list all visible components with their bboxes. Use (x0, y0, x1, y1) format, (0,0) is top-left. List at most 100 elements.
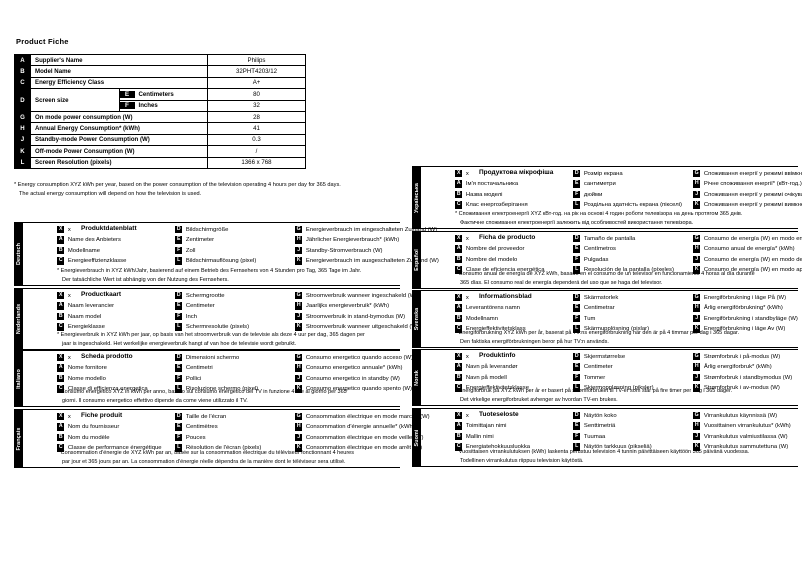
entry-label: Consumo energetico quando spento (W) (305, 386, 412, 392)
entry-letter-badge: B (455, 314, 463, 323)
language-heading: Продуктова мікрофіша (479, 169, 554, 176)
entry-letter-badge: C (455, 384, 463, 392)
entry-letter-badge: K (295, 385, 303, 393)
entry-label: Nome fornitore (67, 365, 107, 371)
fiche-entry: C Клас енергозберігання (455, 200, 528, 211)
entry-label: Розмір екрана (583, 170, 623, 177)
entry-label: Pulgadas (583, 256, 609, 263)
entry-letter-badge: E (175, 302, 183, 310)
entry-letter-badge: J (693, 432, 701, 441)
entry-label: дюйми (583, 191, 603, 198)
fiche-entry: L Resolución de la pantalla (píxeles) (573, 265, 674, 276)
entry-letter-badge: C (455, 325, 463, 333)
language-tab-label: Español (413, 249, 420, 271)
row-value-f: 32 (207, 99, 306, 112)
fiche-entry: A Nombre del proveedor (455, 244, 544, 255)
entry-label: Dimensioni schermo (185, 354, 240, 361)
entry-letter-badge: D (175, 353, 183, 362)
language-footnote: * Consumo anual de energía de XYZ kWh, b… (455, 270, 755, 287)
language-tab[interactable]: Norsk (412, 350, 421, 405)
entry-letter-badge: F (175, 374, 183, 383)
table-row: C Energy Efficiency Class A+ (14, 76, 306, 90)
language-footnote-line-2: giorni. Il consumo energetico effettivo … (62, 397, 248, 404)
fiche-entry: J Strømforbruk i standbymodus (W) (693, 373, 792, 384)
entry-letter-badge: K (693, 384, 701, 392)
entry-label: Energieeffizienzklasse (67, 258, 127, 264)
entry-label: Nombre del modelo (465, 256, 518, 263)
language-footnote: * Energieverbrauch in XYZ kWh/Jahr, basi… (57, 267, 361, 284)
entry-label: Centimeter (583, 364, 613, 370)
entry-label: сантиметри (583, 181, 616, 187)
fiche-entry: A Naam leverancier (57, 301, 114, 312)
fiche-entry: G Strømforbruk i på-modus (W) (693, 352, 792, 363)
entry-letter-badge: K (295, 323, 303, 331)
entry-label: Clase de eficiencia energética (465, 267, 545, 273)
language-tab[interactable]: Українська (412, 167, 421, 228)
fiche-entry: E Centímetros (573, 244, 674, 255)
fiche-entry: L Schermresolutie (pixels) (175, 322, 249, 333)
row-value-l: 1366 x 768 (207, 156, 306, 169)
fiche-entry: B Назва моделі (455, 190, 528, 201)
entry-letter-badge: A (57, 364, 65, 372)
fiche-entry: A Ім'я постачальника (455, 179, 528, 190)
entry-label: Jährlicher Energieverbrauch* (kWh) (305, 237, 400, 243)
fiche-entry: D Bildschirmgröße (175, 225, 256, 236)
row-letter-c: C (14, 76, 31, 90)
entry-letter-badge: J (295, 433, 303, 442)
language-tab[interactable]: Français (14, 410, 23, 467)
entry-letter-badge: F (175, 246, 183, 255)
language-footnote-line-1: * Energiforbruk på XYZ kWh per år er bas… (455, 388, 733, 395)
language-tab[interactable]: Nederlands (14, 289, 23, 349)
fiche-entry: A Nom du fournisseur (57, 422, 162, 433)
entry-label: Energiförbrukning i läge På (W) (703, 294, 787, 301)
fiche-entry: E Centimètres (175, 422, 261, 433)
entry-letter-badge: K (295, 444, 303, 452)
language-tab-label: Français (15, 427, 22, 450)
entry-label: Strømforbruk i standbymodus (W) (703, 374, 793, 381)
fiche-entry: F Pollici (175, 374, 258, 385)
fiche-entry: D Dimensioni schermo (175, 353, 258, 364)
language-tab[interactable]: Italiano (14, 351, 23, 406)
entry-letter-badge: C (57, 257, 65, 265)
footnote-line-2: The actual energy consumption will depen… (19, 190, 202, 197)
entry-letter-badge: F (573, 432, 581, 441)
entry-letter-badge: B (57, 433, 65, 442)
language-tab[interactable]: Svenska (412, 291, 421, 347)
row-value-e: 80 (207, 88, 306, 101)
language-tab[interactable]: Suomi (412, 409, 421, 466)
entry-letter-badge: B (455, 190, 463, 199)
entry-label: Risoluzione schermo (pixel) (185, 386, 259, 392)
fiche-entry: K Stroomverbruik wanneer uitgeschakeld (W… (295, 322, 419, 333)
entry-label: Name des Anbieters (67, 237, 121, 243)
language-heading: Productkaart (81, 291, 122, 298)
table-footnote: * Energy consumption XYZ kWh per year, b… (14, 181, 394, 198)
entry-label: Consumo de energía (W) en modo de espera (703, 256, 802, 263)
fiche-entry: F Pouces (175, 433, 261, 444)
entry-label: Virrankulutus sammutettuna (W) (703, 444, 789, 450)
row-label-a: Supplier's Name (30, 53, 208, 67)
row-letter-h: H (14, 122, 31, 135)
language-tab[interactable]: Español (412, 232, 421, 288)
fiche-entry: E Zentimeter (175, 235, 256, 246)
language-tab[interactable]: Deutsch (14, 223, 23, 285)
entry-letter-badge: F (175, 312, 183, 321)
fiche-entry: F Zoll (175, 246, 256, 257)
entry-letter-badge: J (693, 314, 701, 323)
fiche-entry: D Skjermstørrelse (573, 352, 654, 363)
fiche-entry: C Classe di efficienza energetica (57, 384, 148, 395)
row-value-h: 41 (207, 122, 306, 135)
fiche-entry: C Classe de performance énergétique (57, 443, 162, 454)
entry-label: Strømforbruk i av-modus (W) (703, 385, 780, 391)
entry-column-c: G Strømforbruk i på-modus (W) H Årlig energ… (693, 352, 792, 394)
entry-letter-badge: L (573, 325, 581, 333)
entry-label: Energieklasse (67, 324, 105, 330)
entry-letter-badge: D (573, 293, 581, 302)
entry-label: Nom du fournisseur (67, 424, 120, 430)
